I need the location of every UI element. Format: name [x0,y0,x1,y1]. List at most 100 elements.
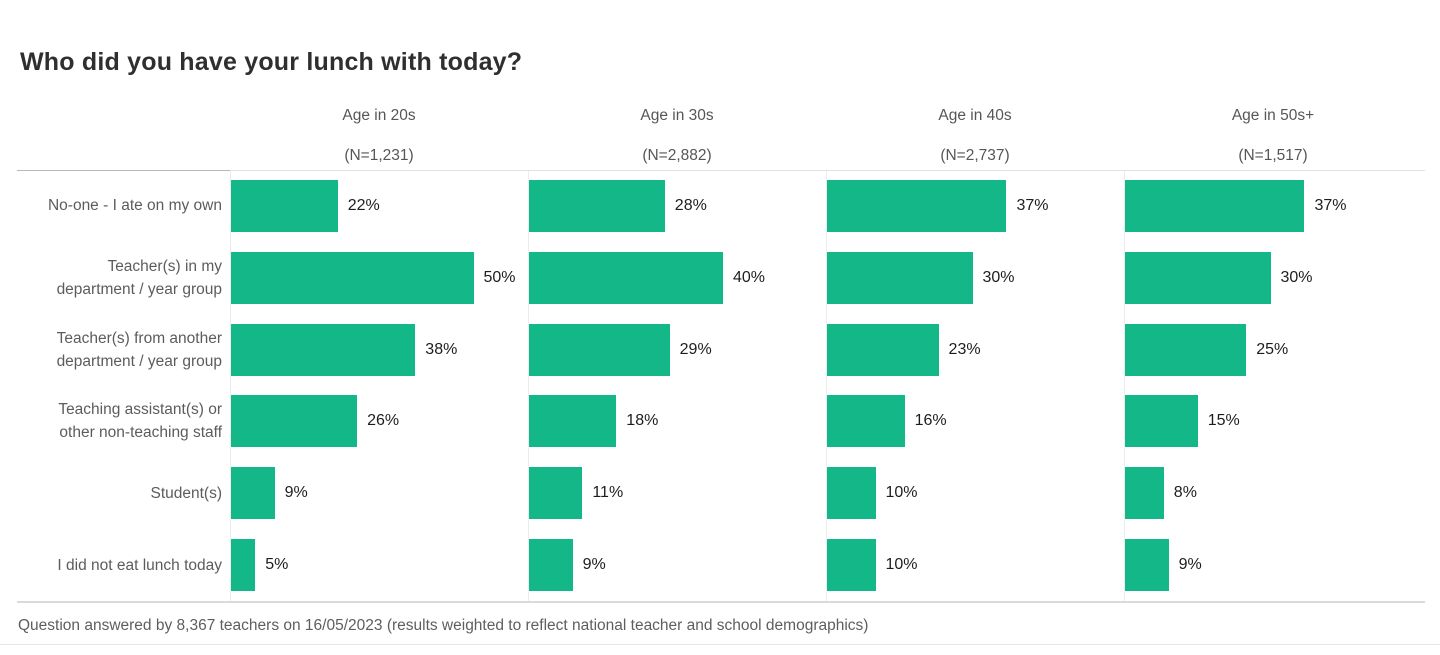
bar [529,539,573,592]
bar-cell: 15% [1124,385,1422,458]
bar-cell: 50% [230,241,528,314]
chart-row: Student(s) 9% 11% 10% 8% [0,457,1440,530]
sample-size-label: (N=1,231) [344,147,414,164]
age-group-label: Age in 50s+ [1231,107,1315,124]
bar [231,323,416,376]
bar-cell: 9% [230,457,528,530]
bar-cell: 23% [826,313,1124,386]
category-label: Teacher(s) in my department / year group [56,257,222,298]
value-label: 29% [679,340,712,358]
value-label: 8% [1173,484,1197,502]
bar-cell: 18% [528,385,826,458]
bar [827,539,876,592]
value-label: 9% [582,556,606,574]
chart-row: I did not eat lunch today 5% 9% 10% 9% [0,529,1440,601]
value-label: 16% [914,412,947,430]
chart-row: Teacher(s) in my department / year group 5… [0,241,1440,314]
bar-cell: 37% [826,170,1124,242]
bar-cell: 29% [528,313,826,386]
column-header: Age in 50s+ (N=1,517) [1124,104,1422,170]
value-label: 26% [367,412,400,430]
bar-cell: 40% [528,241,826,314]
bar [827,251,973,304]
category-label: Student(s) [150,484,222,502]
value-label: 23% [948,340,981,358]
value-label: 10% [885,556,918,574]
category-label: I did not eat lunch today [57,556,222,574]
bar-cell: 26% [230,385,528,458]
bar [231,395,358,448]
lunch-companion-chart: Age in 20s (N=1,231) Age in 30s (N=2,882) Ag… [0,104,1440,601]
sample-size-label: (N=2,737) [940,147,1010,164]
bar-cell: 30% [826,241,1124,314]
bar [231,539,256,592]
value-label: 38% [425,340,458,358]
bar [1125,179,1305,232]
bar [827,179,1007,232]
bar [231,467,275,520]
value-label: 9% [1178,556,1202,574]
bar [529,179,665,232]
bar-cell: 22% [230,170,528,242]
bar [1125,395,1198,448]
chart-rows: No-one - I ate on my own 22% 28% 37% 37% Teac… [0,170,1440,601]
value-label: 10% [885,484,918,502]
bar [231,251,474,304]
value-label: 5% [265,556,289,574]
bar [231,179,338,232]
value-label: 30% [982,268,1015,286]
chart-row: Teacher(s) from another department / year… [0,313,1440,386]
sample-size-label: (N=2,882) [642,147,712,164]
bar-cell: 5% [230,529,528,601]
bar [529,323,670,376]
value-label: 15% [1207,412,1240,430]
age-group-label: Age in 20s [342,107,416,124]
value-label: 9% [284,484,308,502]
chart-footnote: Question answered by 8,367 teachers on 1… [18,617,869,634]
column-header: Age in 30s (N=2,882) [528,104,826,170]
age-group-label: Age in 30s [640,107,714,124]
bar [1125,251,1271,304]
value-label: 18% [626,412,659,430]
age-group-label: Age in 40s [938,107,1012,124]
value-label: 37% [1314,196,1347,214]
sample-size-label: (N=1,517) [1238,147,1308,164]
bar-cell: 9% [528,529,826,601]
bar [529,251,723,304]
column-header: Age in 20s (N=1,231) [230,104,528,170]
bar-cell: 28% [528,170,826,242]
bar [1125,323,1247,376]
chart-baseline [17,601,1425,603]
value-label: 28% [674,196,707,214]
value-label: 50% [483,268,516,286]
category-label: No-one - I ate on my own [47,197,222,215]
bar [827,467,876,520]
bar-cell: 9% [1124,529,1422,601]
bar-cell: 8% [1124,457,1422,530]
bar-cell: 30% [1124,241,1422,314]
bar [1125,467,1164,520]
bar [529,467,583,520]
chart-row: Teaching assistant(s) or other non-teachi… [0,385,1440,458]
header-separator-right [230,170,1425,171]
value-label: 25% [1256,340,1289,358]
bar-cell: 37% [1124,170,1422,242]
bar-cell: 25% [1124,313,1422,386]
value-label: 11% [592,484,624,502]
bar [827,395,905,448]
bar-cell: 10% [826,529,1124,601]
chart-title: Who did you have your lunch with today? [20,48,523,76]
bar-cell: 16% [826,385,1124,458]
column-headers: Age in 20s (N=1,231) Age in 30s (N=2,882) Ag… [0,104,1440,170]
header-separator-left [17,170,230,171]
bar [529,395,617,448]
bar-cell: 10% [826,457,1124,530]
category-label: Teacher(s) from another department / year… [56,329,222,370]
category-label: Teaching assistant(s) or other non-teachi… [58,401,222,442]
chart-row: No-one - I ate on my own 22% 28% 37% 37% [0,170,1440,242]
value-label: 30% [1280,268,1313,286]
label-column-spacer [0,104,230,170]
bar-cell: 38% [230,313,528,386]
value-label: 40% [733,268,766,286]
